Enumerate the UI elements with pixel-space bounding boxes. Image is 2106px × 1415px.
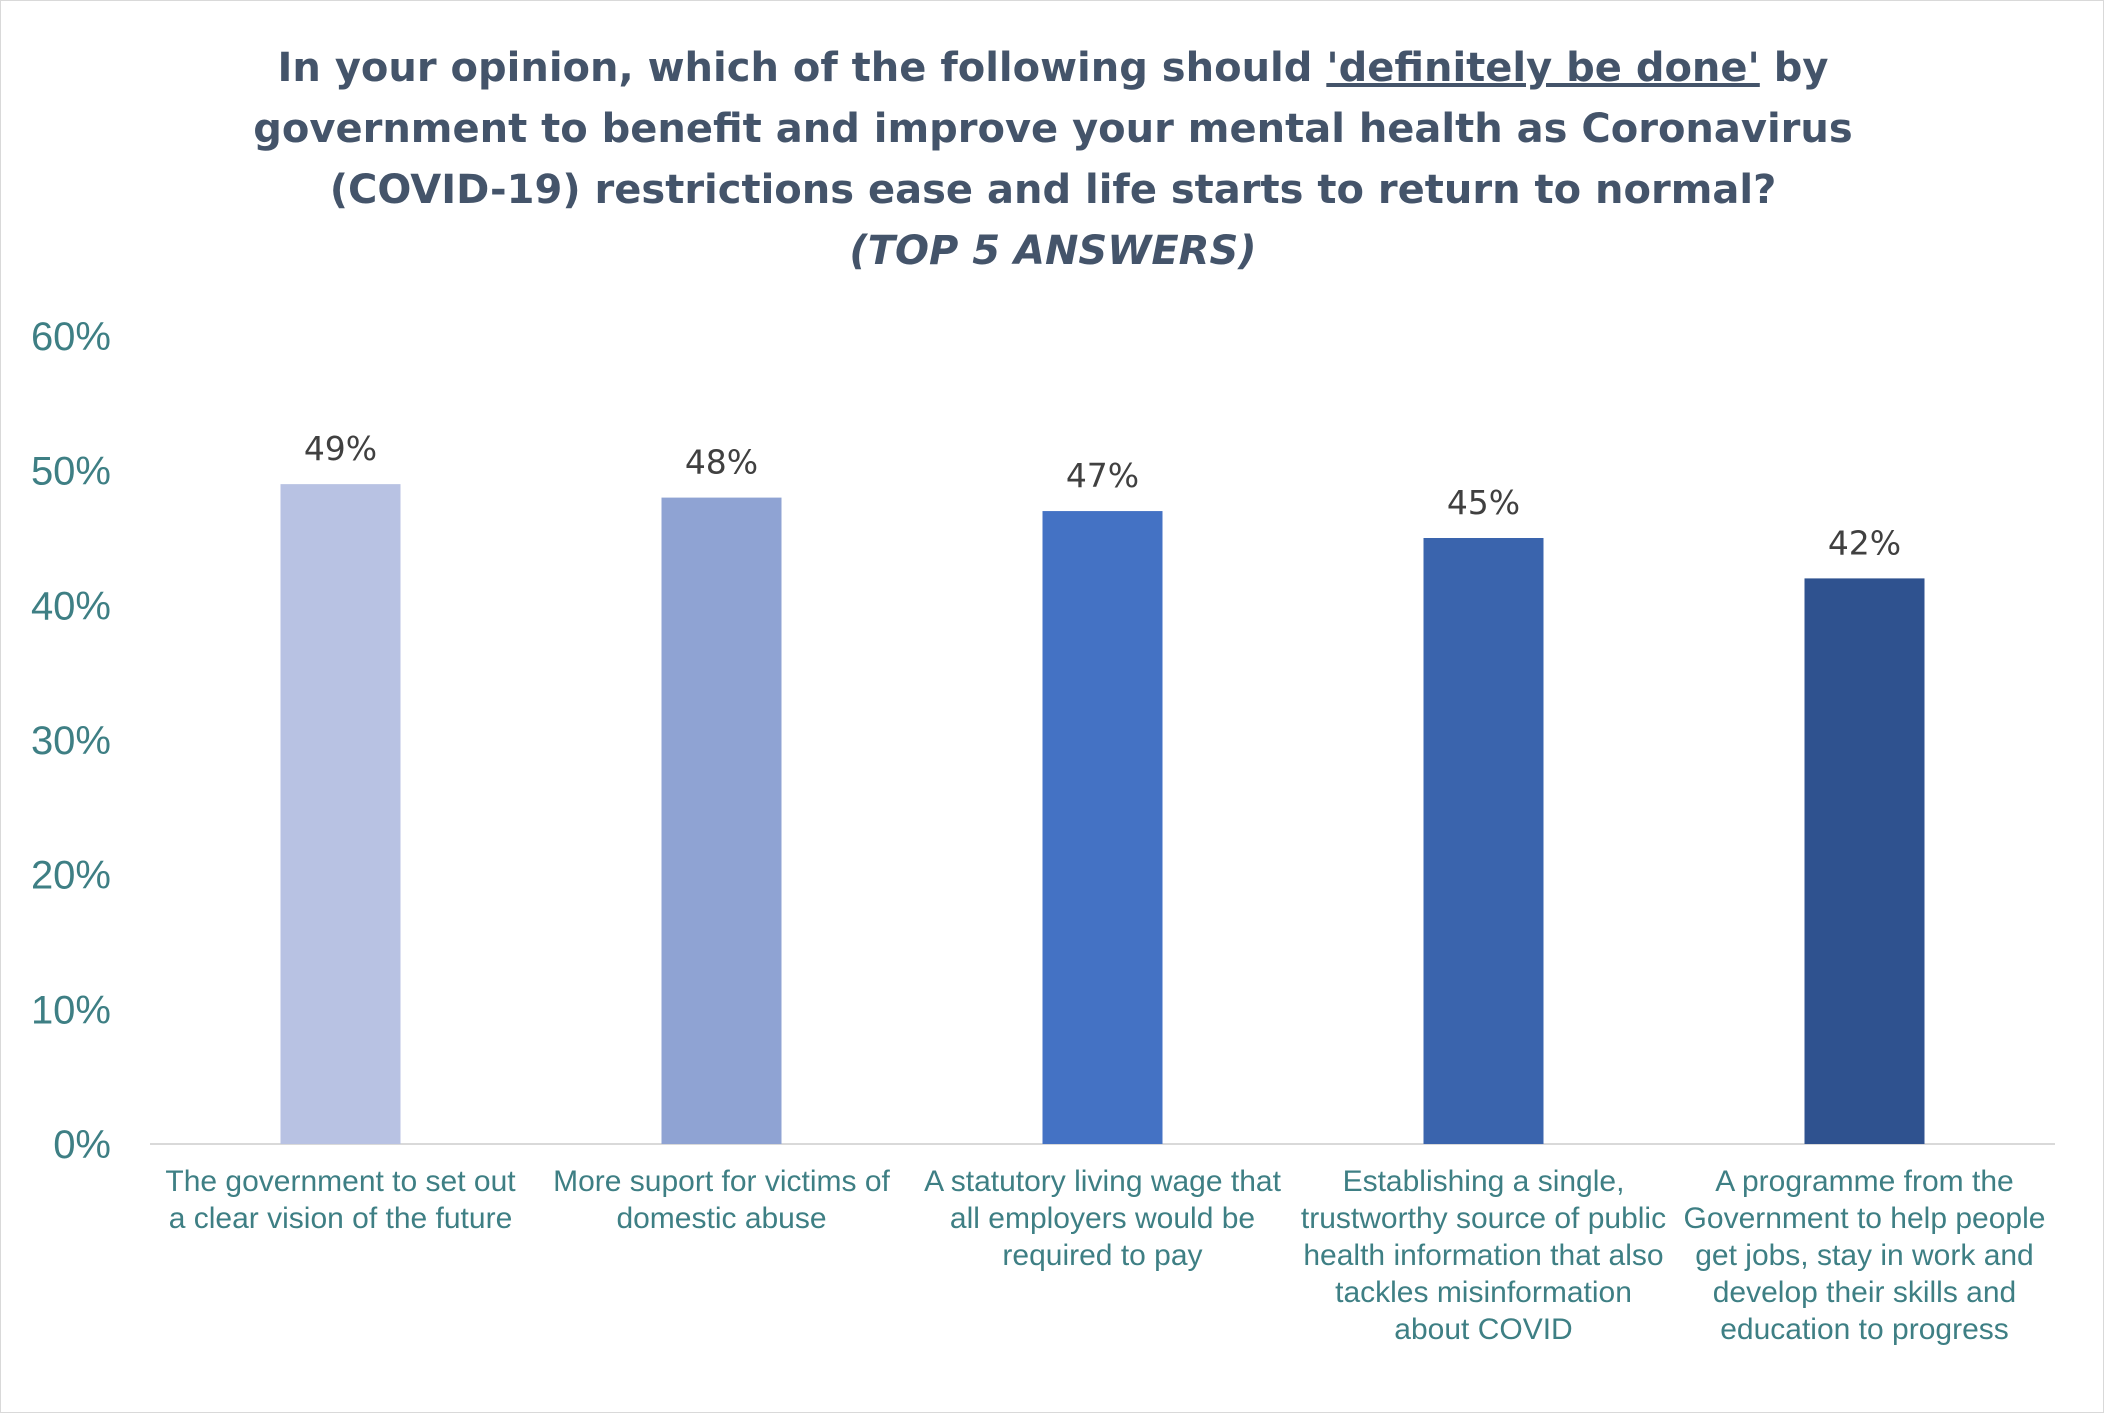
bar-value-label: 49% xyxy=(304,429,377,468)
title-emphasis: 'definitely be done' xyxy=(1326,45,1760,91)
chart-title: In your opinion, which of the following … xyxy=(150,38,1956,282)
title-line-1-start: In your opinion, which of the following … xyxy=(277,45,1327,91)
y-tick-label: 20% xyxy=(31,854,111,898)
x-category-label: Establishing a single, trustworthy sourc… xyxy=(1300,1165,1667,1346)
bar-value-label: 45% xyxy=(1447,483,1520,522)
y-tick-label: 0% xyxy=(53,1123,111,1167)
title-line-3: (COVID-19) restrictions ease and life st… xyxy=(329,167,1777,213)
title-line-1-end: by xyxy=(1759,45,1829,91)
chart-subtitle: (TOP 5 ANSWERS) xyxy=(849,228,1257,274)
title-line-1: In your opinion, which of the following … xyxy=(150,38,1956,99)
bar xyxy=(1804,578,1925,1144)
bar-value-label: 48% xyxy=(685,443,758,482)
y-tick-label: 30% xyxy=(31,719,111,763)
y-tick-label: 10% xyxy=(31,988,111,1032)
bar xyxy=(280,484,401,1145)
title-line-2: government to benefit and improve your m… xyxy=(253,106,1853,152)
y-tick-label: 50% xyxy=(31,450,111,494)
y-tick-label: 60% xyxy=(31,315,111,359)
x-category-label: A statutory living wage that all employe… xyxy=(924,1165,1281,1272)
bar xyxy=(661,497,782,1145)
bar-value-label: 47% xyxy=(1066,456,1139,495)
bar xyxy=(1042,511,1163,1145)
bar-value-label: 42% xyxy=(1828,523,1901,562)
y-tick-label: 40% xyxy=(31,584,111,628)
x-category-label: More suport for victims of domestic abus… xyxy=(553,1165,890,1235)
bar xyxy=(1423,538,1544,1144)
x-category-label: The government to set out a clear vision… xyxy=(165,1165,516,1235)
x-category-label: A programme from the Government to help … xyxy=(1683,1165,2046,1346)
